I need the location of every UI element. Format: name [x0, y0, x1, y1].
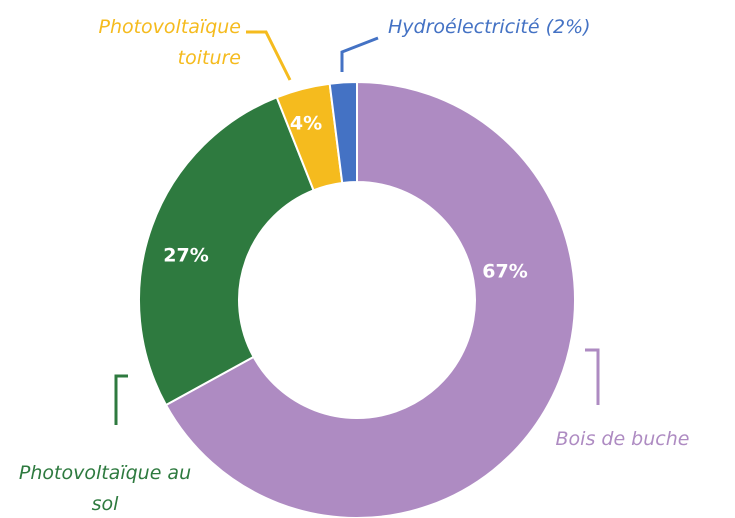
donut-slice	[164, 80, 576, 518]
donut-slice	[328, 80, 358, 185]
category-label: Photovoltaïque toiture	[98, 16, 241, 69]
leader-line	[246, 30, 292, 81]
category-label: Photovoltaïque au sol	[18, 462, 192, 515]
leader-line	[114, 374, 128, 425]
category-label: Hydroélectricité (2%)	[388, 16, 591, 38]
category-label: Bois de buche	[555, 428, 690, 450]
donut-slice	[138, 96, 315, 407]
leader-line	[585, 348, 600, 405]
value-label: 4%	[290, 113, 322, 135]
leader-line	[340, 36, 379, 72]
value-label: 27%	[163, 245, 208, 267]
value-label: 67%	[482, 261, 527, 283]
